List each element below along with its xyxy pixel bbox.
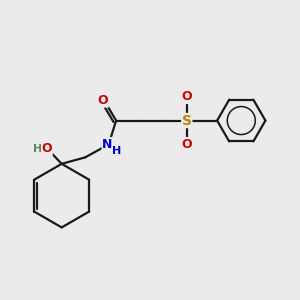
Text: H: H	[112, 146, 122, 157]
Text: H: H	[34, 143, 43, 154]
Text: N: N	[102, 138, 112, 151]
Text: O: O	[182, 138, 192, 151]
Text: O: O	[182, 91, 192, 103]
Text: O: O	[42, 142, 52, 155]
Text: O: O	[98, 94, 108, 107]
Text: S: S	[182, 114, 192, 128]
